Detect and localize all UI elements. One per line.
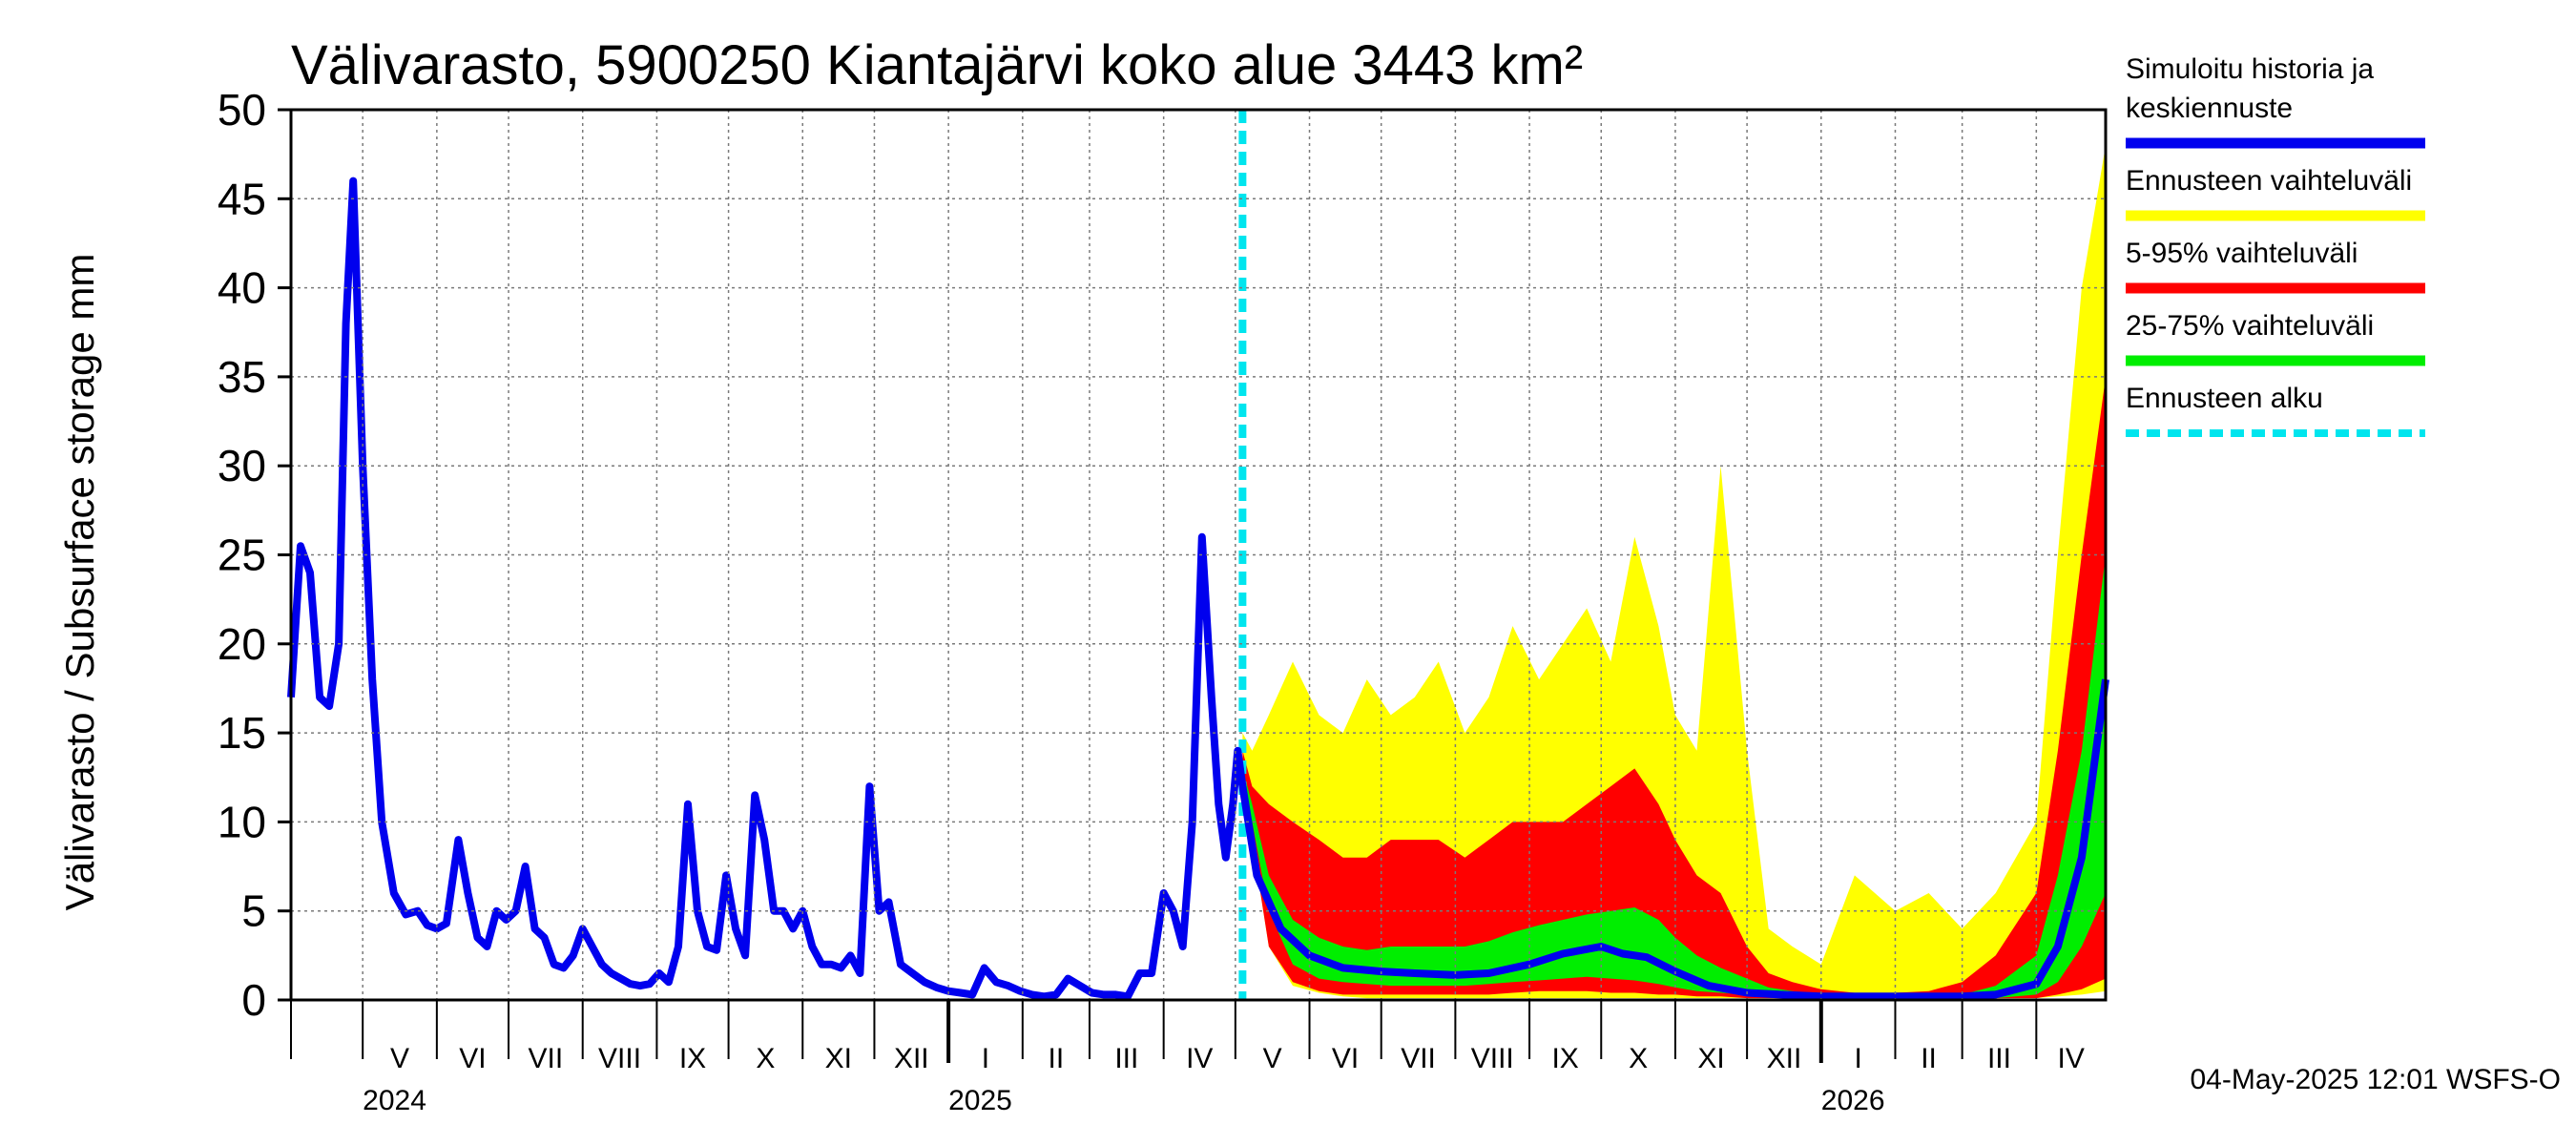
- y-tick-label: 20: [218, 619, 266, 669]
- y-tick-label: 15: [218, 708, 266, 758]
- month-label: VI: [1332, 1043, 1359, 1074]
- month-label: IX: [1551, 1043, 1578, 1074]
- year-label: 2025: [948, 1085, 1012, 1116]
- month-label: III: [1987, 1043, 2011, 1074]
- band-5-95-vaihteluv-li: [1242, 376, 2106, 999]
- month-label: III: [1114, 1043, 1138, 1074]
- month-label: II: [1049, 1043, 1065, 1074]
- month-label: I: [982, 1043, 989, 1074]
- month-label: VII: [529, 1043, 564, 1074]
- plot-area: [287, 110, 2109, 1001]
- month-label: VIII: [1471, 1043, 1514, 1074]
- band-25-75-vaihteluv-li: [1242, 554, 2106, 999]
- month-label: X: [756, 1043, 775, 1074]
- y-tick-label: 50: [218, 85, 266, 135]
- month-label: V: [1263, 1043, 1282, 1074]
- month-label: VI: [459, 1043, 486, 1074]
- month-label: VII: [1401, 1043, 1436, 1074]
- month-label: XI: [1697, 1043, 1724, 1074]
- legend: Simuloitu historia ja keskiennuste Ennuste…: [2126, 53, 2425, 437]
- month-label: V: [390, 1043, 409, 1074]
- legend-label: 5-95% vaihteluväli: [2126, 238, 2358, 269]
- month-label: II: [1921, 1043, 1937, 1074]
- chart-title: Välivarasto, 5900250 Kiantajärvi koko al…: [291, 34, 1583, 96]
- legend-label: keskiennuste: [2126, 93, 2293, 124]
- month-label: IV: [2057, 1043, 2084, 1074]
- month-label: IV: [1186, 1043, 1213, 1074]
- y-tick-label: 10: [218, 797, 266, 846]
- y-tick-label: 40: [218, 263, 266, 313]
- y-tick-label: 45: [218, 174, 266, 223]
- month-label: XII: [1767, 1043, 1802, 1074]
- month-label: I: [1854, 1043, 1861, 1074]
- month-label: IX: [679, 1043, 706, 1074]
- legend-label: 25-75% vaihteluväli: [2126, 310, 2374, 342]
- month-label: XII: [894, 1043, 929, 1074]
- y-tick-label: 25: [218, 531, 266, 580]
- month-label: XI: [825, 1043, 852, 1074]
- year-label: 2024: [363, 1085, 426, 1116]
- year-label: 2026: [1821, 1085, 1885, 1116]
- legend-label: Simuloitu historia ja: [2126, 53, 2374, 85]
- y-tick-label: 35: [218, 352, 266, 402]
- footer-timestamp: 04-May-2025 12:01 WSFS-O: [2191, 1064, 2562, 1095]
- y-tick-label: 30: [218, 441, 266, 490]
- band-ennusteen-vaihteluv-li: [1242, 145, 2106, 999]
- legend-label: Ennusteen alku: [2126, 383, 2323, 414]
- y-axis-label: Välivarasto / Subsurface storage mm: [57, 254, 102, 911]
- y-tick-label: 5: [241, 886, 266, 936]
- month-label: VIII: [598, 1043, 641, 1074]
- y-tick-label: 0: [241, 975, 266, 1025]
- series-line-median: [287, 177, 2109, 1001]
- legend-label: Ennusteen vaihteluväli: [2126, 165, 2412, 197]
- month-label: X: [1629, 1043, 1648, 1074]
